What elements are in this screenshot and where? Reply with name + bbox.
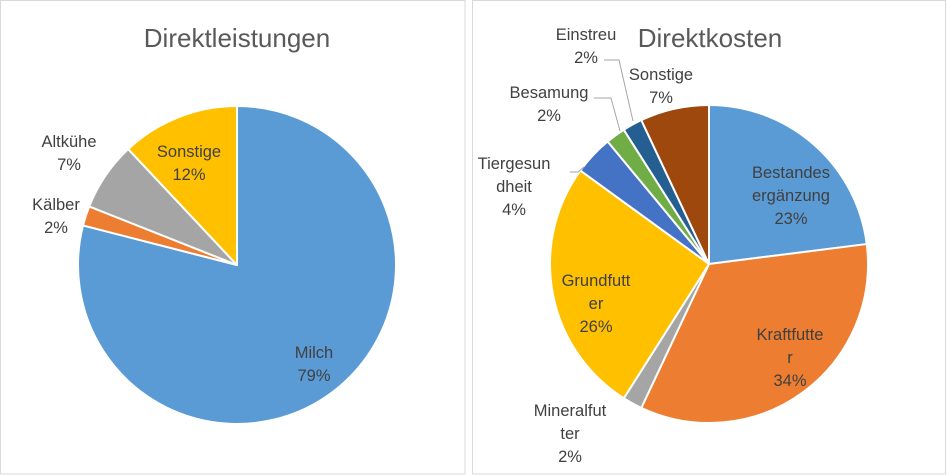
data-label-category: Sonstige <box>157 143 221 161</box>
data-label-category: Milch <box>295 344 334 362</box>
data-labels: Bestandes ergänzung 23% Kraftfutte r 34% Miner… <box>478 26 830 466</box>
data-label-category: Einstreu <box>556 26 617 44</box>
chart-title: Direktkosten <box>638 23 783 53</box>
data-label-category: Altkühe <box>41 133 96 151</box>
pie-chart-direktkosten: Direktkosten Bestandes ergänzung 23% Kraftf… <box>472 0 946 475</box>
data-label-bestandesergaenzung: Bestandes ergänzung 23% <box>752 164 830 228</box>
pie-chart-direktleistungen: Direktleistungen Milch 79% Kälber 2% Altkühe… <box>0 0 466 475</box>
data-label-value: 2% <box>537 107 561 125</box>
data-label-value: 2% <box>574 49 598 67</box>
chart-panel-direktleistungen: Direktleistungen Milch 79% Kälber 2% Altkühe… <box>0 0 466 475</box>
data-label-value: 12% <box>172 166 205 184</box>
data-label-category: Kraftfutte <box>757 326 824 344</box>
leader-line-besamung <box>594 97 621 132</box>
data-label-category: Tiergesun <box>478 155 551 173</box>
data-label-tiergesundheit: Tiergesun dheit 4% <box>478 155 551 219</box>
data-label-sonstige: Sonstige 7% <box>629 66 693 107</box>
data-label-value: 4% <box>502 201 526 219</box>
slice-sonstige <box>127 105 238 266</box>
data-label-besamung: Besamung 2% <box>510 84 589 125</box>
data-label-kaelber: Kälber 2% <box>32 196 80 237</box>
chart-title: Direktleistungen <box>144 23 330 53</box>
data-label-value: 79% <box>297 367 330 385</box>
data-label-value: 2% <box>558 448 582 466</box>
data-label-category: dheit <box>496 178 532 196</box>
data-label-value: 34% <box>773 372 806 390</box>
data-label-mineralfutter: Mineralfut ter 2% <box>534 402 607 466</box>
data-label-value: 26% <box>579 318 612 336</box>
pie-slices <box>77 105 398 425</box>
data-label-category: Mineralfut <box>534 402 607 420</box>
data-label-value: 23% <box>774 210 807 228</box>
data-label-category: Kälber <box>32 196 80 214</box>
data-label-value: 2% <box>44 219 68 237</box>
data-label-milch: Milch 79% <box>295 344 334 385</box>
leader-line-einstreu <box>604 59 634 122</box>
data-label-kraftfutter: Kraftfutte r 34% <box>757 326 824 390</box>
leader-lines <box>570 59 634 173</box>
data-label-sonstige: Sonstige 12% <box>157 143 221 184</box>
data-label-einstreu: Einstreu 2% <box>556 26 617 67</box>
data-label-category: ter <box>560 425 580 443</box>
data-label-category: r <box>787 349 793 367</box>
data-label-category: Bestandes <box>752 164 830 182</box>
pie-slices <box>549 104 870 424</box>
data-labels: Milch 79% Kälber 2% Altkühe 7% Sonstige 12% <box>32 133 333 385</box>
data-label-category: Grundfutt <box>562 272 631 290</box>
slice-grundfutter <box>549 169 710 400</box>
data-label-category: er <box>589 295 604 313</box>
data-label-category: Besamung <box>510 84 589 102</box>
chart-panel-direktkosten: Direktkosten Bestandes ergänzung 23% Kraftf… <box>472 0 947 475</box>
data-label-category: Sonstige <box>629 66 693 84</box>
leader-line-tiergesundheit <box>570 166 585 173</box>
data-label-value: 7% <box>57 156 81 174</box>
data-label-value: 7% <box>649 89 673 107</box>
slice-sonstige <box>640 104 710 265</box>
data-label-category: ergänzung <box>752 187 830 205</box>
data-label-grundfutter: Grundfutt er 26% <box>562 272 631 336</box>
data-label-altkuehe: Altkühe 7% <box>41 133 96 174</box>
slice-bestandesergaenzung <box>708 104 868 265</box>
